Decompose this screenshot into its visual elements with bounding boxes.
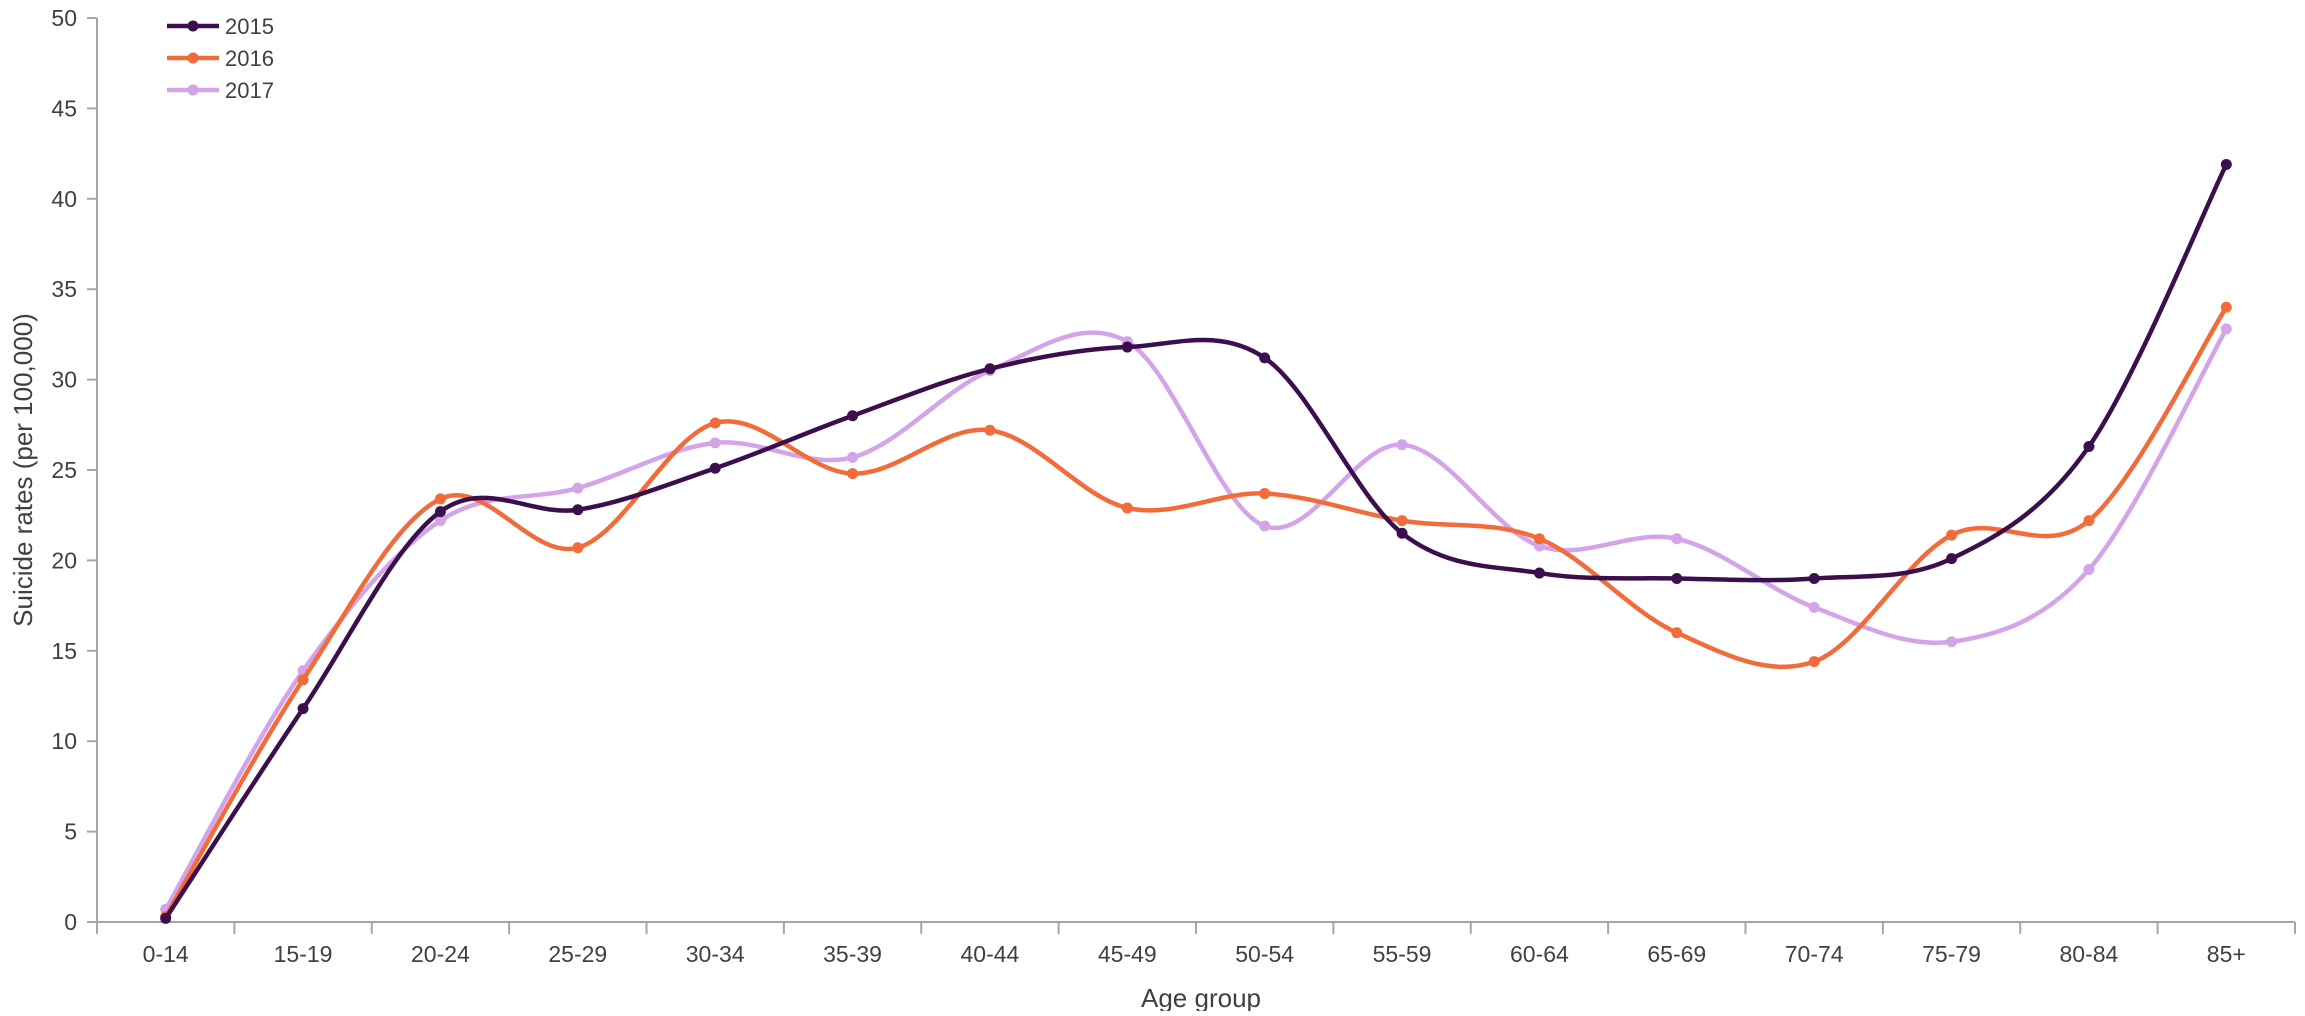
- y-tick-label: 40: [51, 186, 77, 212]
- data-point-2016: [984, 424, 996, 436]
- data-point-2015: [2083, 440, 2095, 452]
- data-point-2016: [434, 493, 446, 505]
- legend: 2015 2016 2017: [167, 14, 274, 103]
- data-point-2017: [434, 515, 446, 527]
- y-tick-label: 35: [51, 276, 77, 302]
- series-2015: [160, 158, 2232, 924]
- x-tick-label: 50-54: [1235, 941, 1294, 967]
- x-tick-label: 15-19: [274, 941, 333, 967]
- data-point-2017: [847, 451, 859, 463]
- x-tick-label: 70-74: [1785, 941, 1844, 967]
- data-point-2015: [984, 363, 996, 375]
- data-point-2016: [1533, 533, 1545, 545]
- x-tick-label: 25-29: [548, 941, 607, 967]
- legend-item-2016: 2016: [167, 46, 274, 71]
- data-point-2015: [709, 462, 721, 474]
- data-point-2017: [2220, 323, 2232, 335]
- y-tick-label: 0: [64, 909, 77, 935]
- series-line-2015: [163, 162, 2229, 921]
- data-point-2016: [1808, 656, 1820, 668]
- x-tick-label: 75-79: [1922, 941, 1981, 967]
- legend-swatch-marker: [187, 20, 199, 32]
- data-point-2015: [847, 410, 859, 422]
- series-layer: [160, 158, 2232, 924]
- data-point-2016: [847, 468, 859, 480]
- data-point-2015: [1533, 567, 1545, 579]
- legend-item-2015: 2015: [167, 14, 274, 39]
- x-tick-label: 30-34: [686, 941, 745, 967]
- y-tick-label: 10: [51, 728, 77, 754]
- data-point-2016: [1396, 515, 1408, 527]
- x-tick-label: 65-69: [1647, 941, 1706, 967]
- x-tick-label: 85+: [2207, 941, 2246, 967]
- data-point-2016: [709, 417, 721, 429]
- x-tick-label: 55-59: [1373, 941, 1432, 967]
- x-tick-label: 45-49: [1098, 941, 1157, 967]
- x-tick-label: 40-44: [961, 941, 1020, 967]
- data-point-2015: [1671, 572, 1683, 584]
- y-tick-label: 50: [51, 5, 77, 31]
- data-point-2016: [2083, 515, 2095, 527]
- data-point-2016: [1121, 502, 1133, 514]
- y-tick-label: 5: [64, 819, 77, 845]
- data-point-2017: [2083, 563, 2095, 575]
- x-tick-label: 20-24: [411, 941, 470, 967]
- data-point-2016: [1671, 627, 1683, 639]
- series-2017: [160, 323, 2232, 915]
- axes: 0 5 10 15 20 25 30 35 40 45 50 0-14 15-19 20-24 25-29 3…: [8, 5, 2296, 1013]
- series-line-2016: [163, 305, 2229, 919]
- x-tick-label: 0-14: [143, 941, 189, 967]
- data-point-2015: [2220, 158, 2232, 170]
- x-axis-title: Age group: [1141, 983, 1261, 1011]
- y-tick-label: 25: [51, 457, 77, 483]
- data-point-2017: [1671, 533, 1683, 545]
- legend-label: 2017: [225, 78, 274, 103]
- data-point-2015: [1121, 341, 1133, 353]
- x-tick-label: 35-39: [823, 941, 882, 967]
- data-point-2016: [297, 674, 309, 686]
- legend-label: 2015: [225, 14, 274, 39]
- data-point-2015: [434, 506, 446, 518]
- data-point-2015: [297, 703, 309, 715]
- series-2016: [160, 301, 2232, 923]
- y-tick-label: 20: [51, 547, 77, 573]
- y-tick-label: 45: [51, 95, 77, 121]
- legend-swatch-marker: [187, 52, 199, 64]
- data-point-2017: [1808, 601, 1820, 613]
- series-line-2017: [163, 326, 2229, 912]
- legend-swatch-marker: [187, 84, 199, 96]
- data-point-2016: [572, 542, 584, 554]
- data-point-2017: [1396, 439, 1408, 451]
- data-point-2017: [709, 437, 721, 449]
- data-point-2016: [1946, 529, 1958, 541]
- legend-item-2017: 2017: [167, 78, 274, 103]
- data-point-2017: [572, 482, 584, 494]
- data-point-2017: [1946, 636, 1958, 648]
- data-point-2015: [1396, 527, 1408, 539]
- x-tick-label: 80-84: [2060, 941, 2119, 967]
- data-point-2016: [2220, 301, 2232, 313]
- y-tick-label: 15: [51, 638, 77, 664]
- y-tick-label: 30: [51, 367, 77, 393]
- y-axis-title: Suicide rates (per 100,000): [8, 313, 38, 627]
- data-point-2017: [1259, 520, 1271, 532]
- data-point-2015: [1946, 553, 1958, 565]
- data-point-2015: [1808, 572, 1820, 584]
- data-point-2016: [1259, 488, 1271, 500]
- legend-label: 2016: [225, 46, 274, 71]
- data-point-2015: [160, 912, 172, 924]
- x-tick-label: 60-64: [1510, 941, 1569, 967]
- data-point-2015: [572, 504, 584, 516]
- data-point-2015: [1259, 352, 1271, 364]
